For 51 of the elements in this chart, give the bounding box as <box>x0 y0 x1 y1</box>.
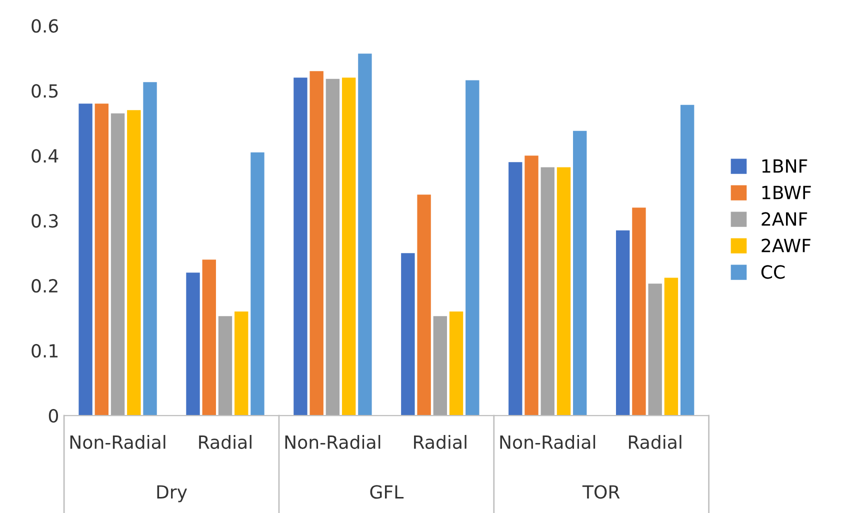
text: TOR <box>582 485 620 499</box>
text: Dry <box>157 485 187 502</box>
bar <box>573 130 587 416</box>
legend-label: CC <box>761 265 785 279</box>
bar <box>78 104 92 416</box>
bar <box>342 78 356 416</box>
y-tick-label: 0.5 <box>32 84 58 98</box>
legend-label: 2ANF <box>762 212 808 226</box>
bar <box>143 82 157 416</box>
bar <box>466 80 480 416</box>
bar <box>218 316 232 416</box>
y-tick-label: 0.3 <box>32 214 58 228</box>
legend-label: 1BWF <box>762 186 811 200</box>
bar <box>326 78 340 416</box>
bar <box>664 278 678 416</box>
legend-label: 1BNF <box>762 159 808 173</box>
x-tick-label: Radial <box>414 434 466 449</box>
x-tick-label: Non-Radial <box>500 434 596 449</box>
x-tick-label: Non-Radial <box>70 434 166 449</box>
bar <box>540 167 554 416</box>
bar <box>294 78 308 416</box>
y-tick-label: 0.4 <box>32 149 58 163</box>
y-tick-label: 0.6 <box>32 19 58 33</box>
bar <box>202 260 216 416</box>
bar <box>616 230 630 416</box>
y-tick-label: 0.2 <box>32 279 58 293</box>
bar <box>417 194 431 416</box>
bar <box>110 113 125 416</box>
y-tick-label: 0 <box>48 408 58 423</box>
bar <box>508 162 522 416</box>
bar <box>433 316 448 416</box>
x-tick-label: Radial <box>199 434 252 449</box>
bar <box>401 253 415 416</box>
bar <box>632 208 646 416</box>
bar <box>524 156 538 416</box>
y-tick-label: 0.1 <box>32 344 58 358</box>
bar <box>234 312 248 416</box>
bar <box>186 272 200 416</box>
x-tick-label: Non-Radial <box>285 434 380 449</box>
text: GFL <box>370 485 404 499</box>
bar <box>127 110 141 416</box>
bar <box>358 54 372 416</box>
legend-label: 2AWF <box>762 238 810 252</box>
bar <box>556 167 571 416</box>
bar <box>310 71 324 416</box>
bar <box>648 284 662 416</box>
bar <box>94 104 109 416</box>
bar <box>250 152 264 416</box>
x-tick-label: Radial <box>628 434 682 449</box>
bar <box>680 104 694 416</box>
bar <box>449 312 464 416</box>
